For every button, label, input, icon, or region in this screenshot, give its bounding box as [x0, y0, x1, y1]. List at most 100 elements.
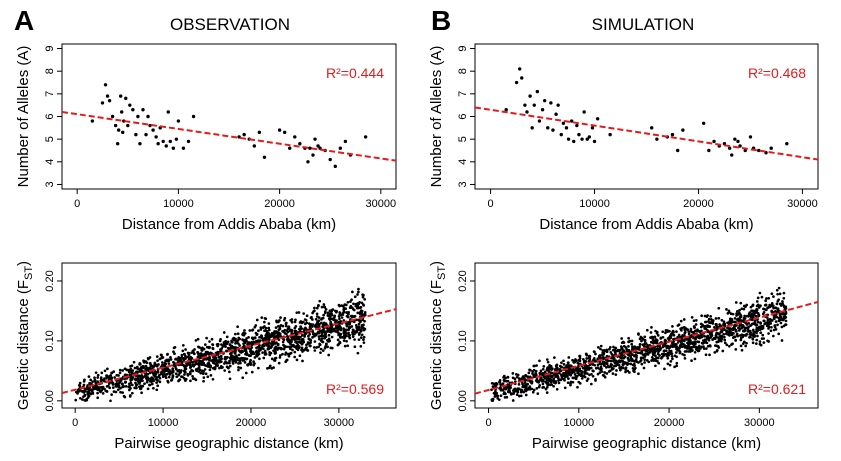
obs-fst-point-492	[317, 345, 320, 349]
sim-fst-point-1525	[778, 319, 781, 322]
sim-fst-point-1052	[516, 389, 519, 393]
sim-fst-point-1632	[724, 332, 728, 335]
obs-fst-point-1319	[82, 390, 86, 394]
sim-fst-point-1428	[757, 313, 761, 317]
sim-fst-point-1645	[751, 304, 754, 308]
obs-fst-point-888	[285, 345, 289, 349]
obs-fst-point-1362	[263, 320, 266, 324]
obs-fst-plot-area	[62, 287, 396, 403]
obs-fst-point-1327	[313, 349, 317, 352]
obs-alleles-trend-line	[62, 110, 396, 162]
sim-fst-point-1094	[740, 326, 743, 330]
obs-alleles-point-22	[146, 114, 150, 119]
obs-fst-point-475	[324, 307, 328, 311]
obs-fst-point-1595	[293, 326, 297, 330]
obs-fst-point-619	[103, 377, 106, 380]
sim-fst-point-1229	[653, 351, 656, 355]
sim-fst-point-899	[704, 327, 708, 331]
sim-fst-point-1548	[766, 322, 770, 326]
obs-fst-point-1220	[254, 331, 258, 335]
sim-fst-point-1604	[516, 387, 520, 390]
obs-fst-point-1271	[339, 336, 342, 339]
sim-fst-point-1153	[743, 326, 747, 330]
sim-fst-point-988	[590, 382, 593, 386]
sim-fst-point-1623	[762, 319, 766, 323]
sim-fst-point-1058	[772, 334, 775, 338]
obs-fst-point-1219	[237, 336, 241, 340]
obs-fst-point-1620	[146, 372, 150, 376]
obs-alleles-point-38	[237, 135, 241, 139]
sim-fst-point-435	[754, 330, 758, 334]
sim-fst-point-845	[512, 388, 516, 391]
obs-fst-point-1419	[339, 333, 343, 336]
sim-fst-point-957	[739, 338, 743, 342]
sim-fst-point-1187	[772, 295, 775, 298]
sim-fst-point-1447	[636, 351, 640, 355]
obs-alleles-point-16	[131, 108, 135, 112]
obs-alleles-point-60	[343, 139, 348, 144]
sim-fst-point-1159	[645, 348, 649, 352]
obs-fst-point-757	[211, 346, 215, 350]
obs-fst-point-76	[175, 375, 179, 379]
sim-fst-point-1114	[519, 390, 523, 394]
sim-fst-point-1495	[562, 371, 565, 375]
sim-fst-point-1581	[720, 329, 723, 333]
obs-fst-point-1237	[232, 336, 236, 340]
obs-alleles-point-14	[126, 123, 130, 128]
obs-fst-point-1546	[166, 367, 170, 371]
sim-fst-point-650	[494, 389, 497, 393]
obs-fst-point-1294	[243, 361, 247, 364]
sim-fst-point-1445	[728, 320, 731, 324]
obs-alleles-point-25	[154, 135, 158, 139]
sim-fst-point-1353	[669, 334, 673, 338]
sim-fst-point-1136	[709, 318, 713, 321]
obs-fst-point-1685	[188, 363, 192, 367]
sim-fst-point-1608	[665, 354, 668, 358]
sim-fst-point-1563	[578, 354, 582, 358]
sim-fst-point-1513	[780, 318, 784, 322]
obs-fst-point-1655	[322, 321, 326, 325]
sim-fst-point-299	[597, 345, 600, 349]
obs-fst-point-1563	[173, 345, 177, 349]
sim-fst-point-1505	[508, 389, 511, 393]
sim-fst-point-952	[575, 367, 579, 370]
obs-fst-point-1788	[129, 376, 133, 379]
sim-fst-point-1611	[498, 380, 502, 384]
sim-fst-point-470	[699, 325, 703, 329]
sim-fst-point-1387	[591, 369, 595, 373]
sim-fst-point-627	[767, 327, 770, 330]
sim-alleles-xtick-label-0: 0	[488, 198, 494, 210]
sim-fst-point-733	[694, 345, 698, 349]
sim-fst-point-1575	[670, 332, 674, 336]
obs-fst-point-1706	[250, 328, 254, 332]
sim-alleles-point-7	[530, 126, 534, 130]
sim-fst-point-276	[664, 349, 668, 353]
obs-fst-point-1695	[327, 353, 331, 357]
obs-fst-point-196	[295, 311, 299, 315]
sim-fst-point-1256	[745, 332, 748, 336]
obs-fst-point-1161	[355, 326, 359, 329]
obs-fst-point-351	[300, 327, 304, 330]
sim-alleles-point-27	[582, 110, 586, 114]
sim-fst-point-1380	[578, 373, 582, 376]
obs-fst-point-1499	[230, 339, 233, 343]
sim-fst-point-1182	[664, 344, 667, 348]
sim-fst-point-1568	[748, 330, 752, 333]
sim-fst-point-1226	[547, 375, 550, 379]
obs-fst-point-1602	[243, 341, 247, 345]
obs-alleles-point-62	[363, 135, 368, 139]
obs-fst-point-244	[259, 328, 263, 331]
sim-fst-point-590	[770, 301, 774, 305]
sim-fst-point-1235	[759, 331, 763, 335]
sim-fst-ytick-label-1: 0.10	[457, 330, 469, 351]
sim-fst-point-1401	[666, 351, 670, 355]
obs-fst-point-1491	[252, 363, 256, 367]
obs-fst-point-525	[124, 385, 128, 388]
sim-fst-point-752	[764, 308, 768, 312]
chart-panels: 0 10000 20000 30000 3 4 5 6 7 8 9 Distance from Add…	[15, 43, 819, 452]
sim-fst-point-1462	[653, 358, 656, 361]
sim-fst-point-1345	[645, 328, 649, 332]
obs-fst-point-1338	[194, 361, 198, 365]
obs-fst-point-1453	[315, 346, 318, 349]
obs-fst-point-1281	[122, 384, 125, 388]
